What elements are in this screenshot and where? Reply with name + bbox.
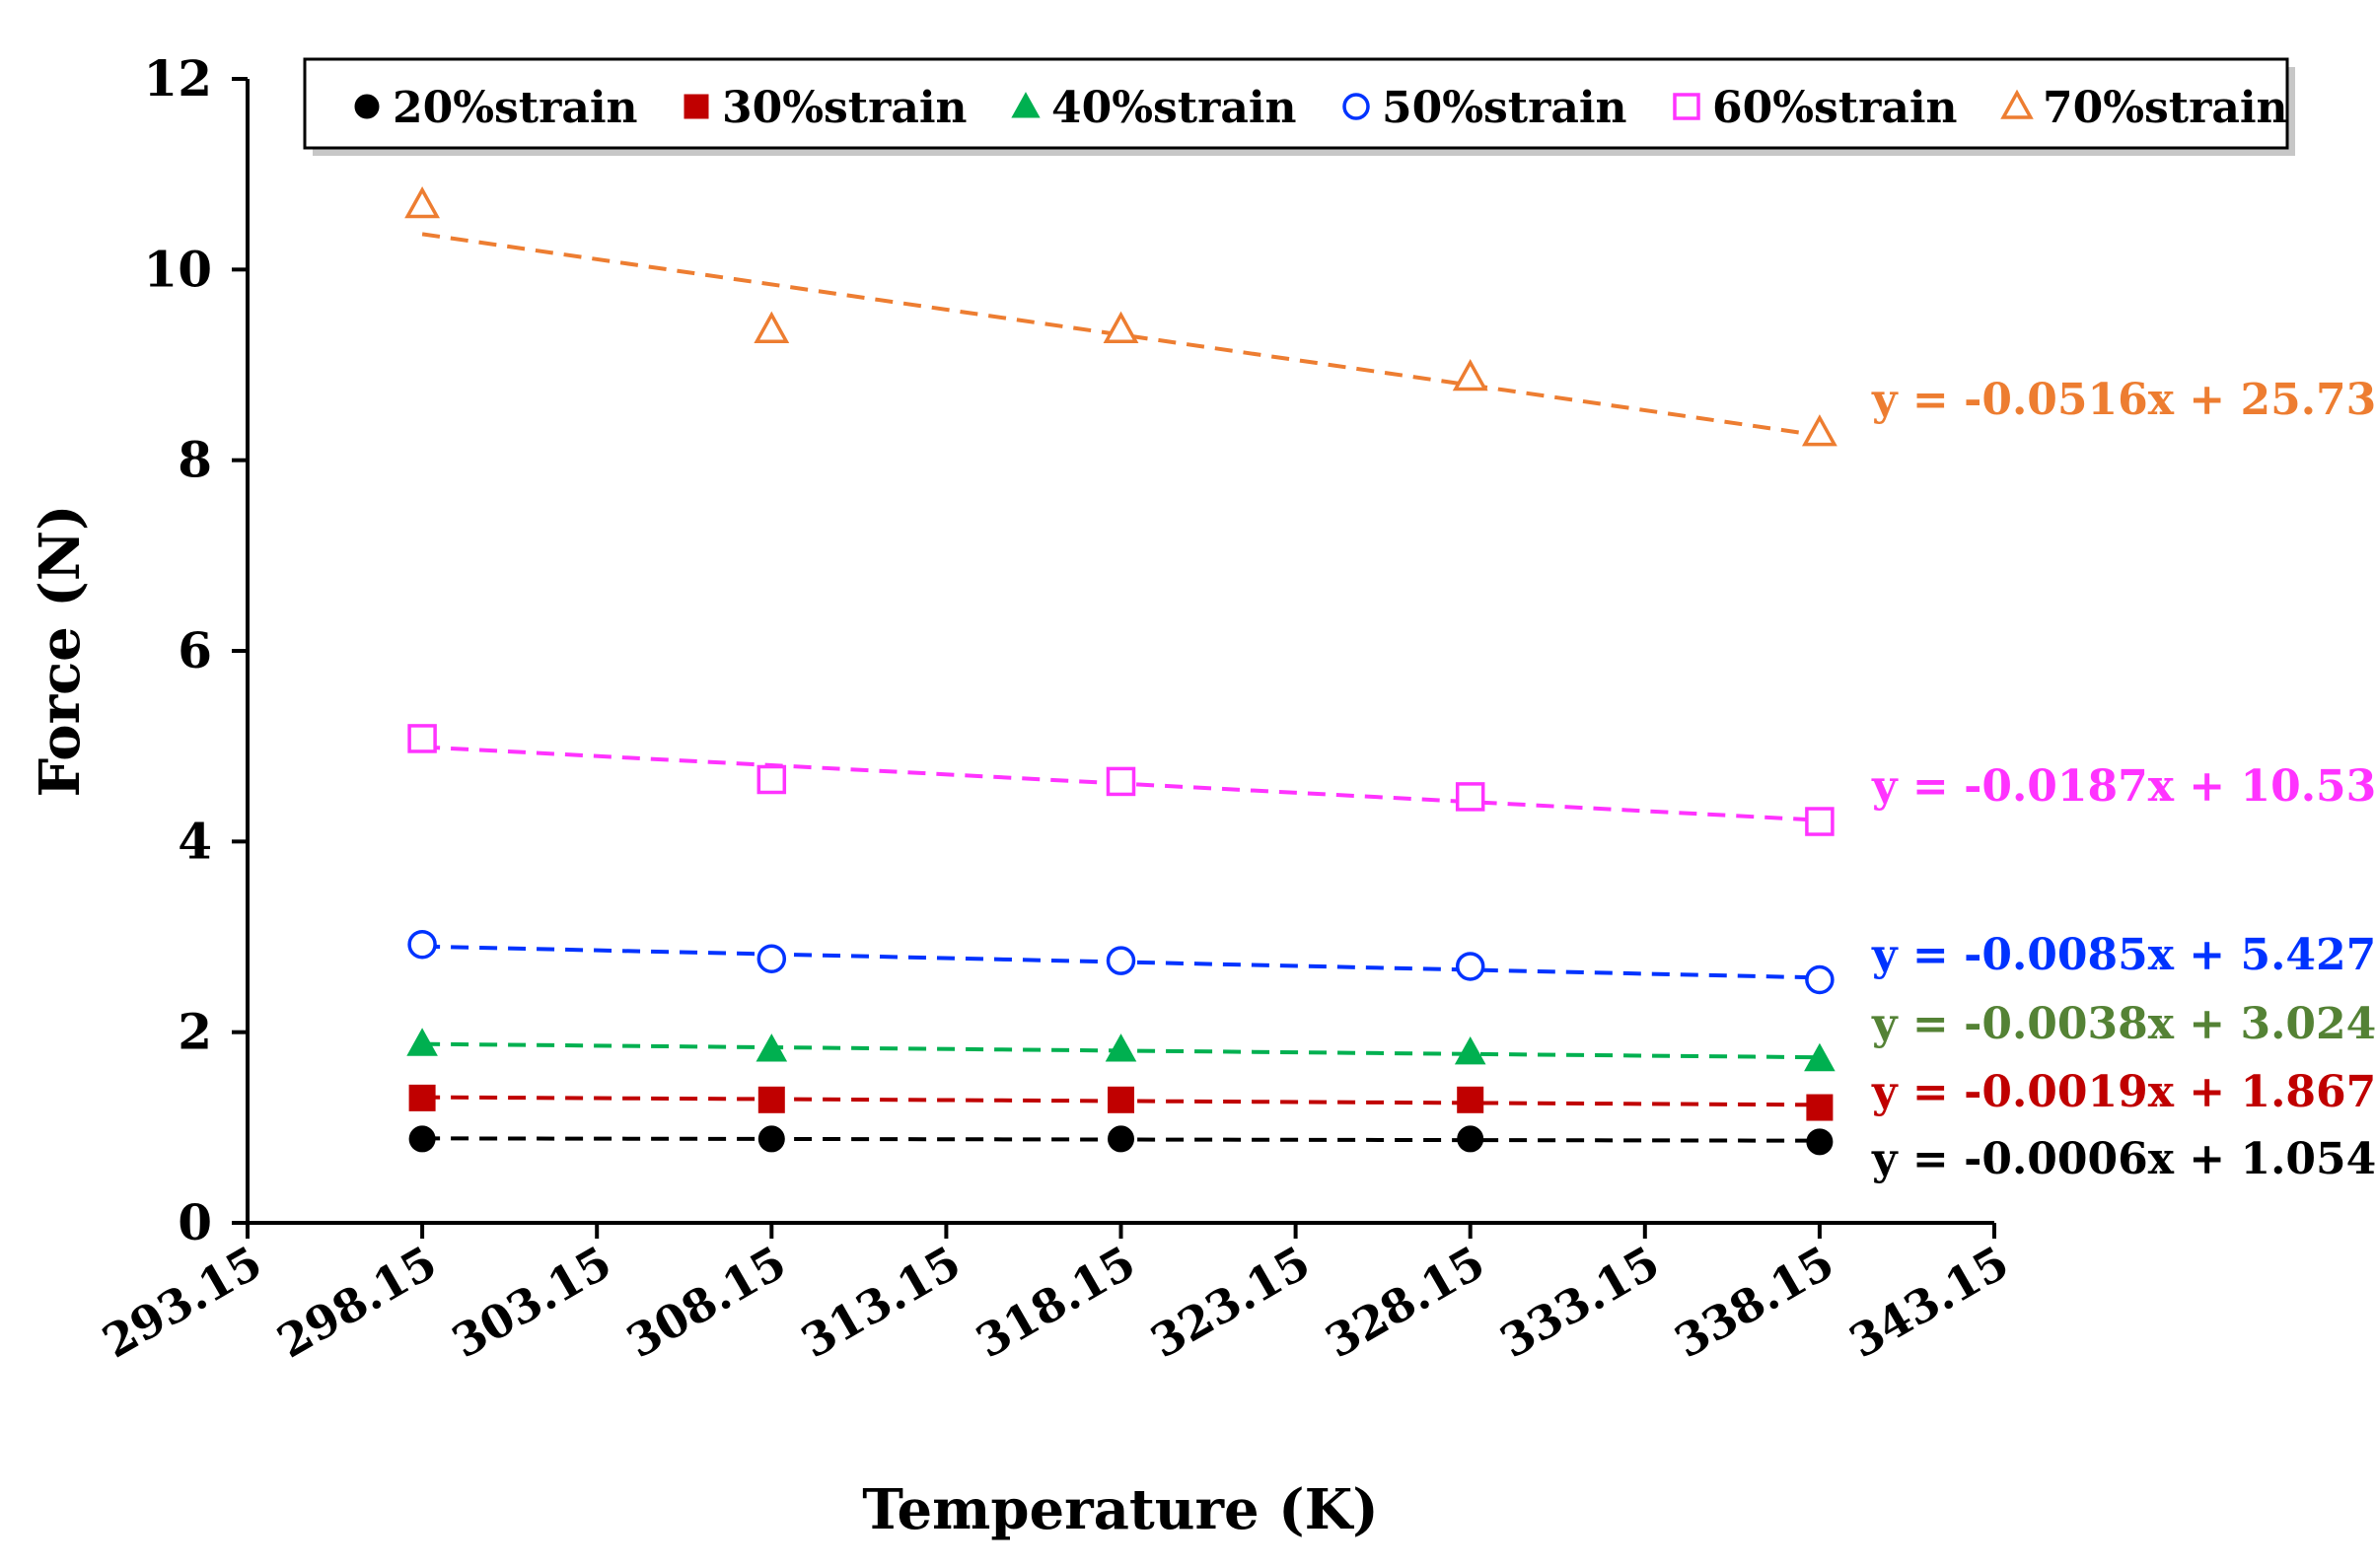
x-axis-title: Temperature (K) [862,1477,1379,1542]
y-tick-label: 12 [143,49,212,107]
trendline-equation: y = -0.0006x + 1.0548 [1871,1134,2376,1184]
data-point [1108,1086,1134,1113]
data-point [1105,1033,1137,1062]
data-point [757,1086,785,1113]
data-point [1806,1094,1834,1121]
data-point [407,724,437,753]
legend-box [303,57,2289,150]
y-tick-label: 4 [178,812,212,870]
trendlines [421,232,1821,1143]
data-point [756,944,787,973]
y-tick-label: 2 [178,1003,212,1061]
data-point [754,311,790,343]
x-ticks: 293.15298.15303.15308.15313.15318.15323.… [94,1223,2018,1369]
x-tick-label: 323.15 [1142,1236,1319,1369]
legend-marker [684,94,709,119]
legend-marker [1342,93,1370,120]
legend-marker [1673,93,1700,120]
data-points [404,186,1837,1156]
legend-label: 70%strain [2043,83,2288,133]
trendline-equation: y = -0.0019x + 1.8673 [1871,1067,2376,1117]
legend: 20%strain 30%strain 40%strain 50%strain 60%s… [303,57,2295,156]
legend-marker [1011,92,1041,118]
y-axis-title: Force (N) [28,505,93,798]
trendline-equation: y = -0.0038x + 3.0241 [1871,999,2376,1049]
data-point [406,1028,438,1056]
x-tick-label: 333.15 [1491,1236,1668,1369]
data-point [408,1084,436,1111]
x-tick-label: 313.15 [792,1236,969,1369]
data-point [1457,1086,1484,1113]
x-tick-label: 328.15 [1317,1236,1493,1369]
y-tick-label: 0 [178,1193,212,1251]
data-point [1806,1128,1834,1156]
x-tick-label: 303.15 [443,1236,619,1369]
data-point [408,1125,436,1153]
legend-label: 40%strain [1051,83,1297,133]
y-tick-label: 10 [143,240,212,298]
data-point [1457,1125,1484,1153]
x-tick-label: 343.15 [1840,1236,2017,1369]
data-point [1804,1042,1836,1072]
trendline-equation: y = -0.0187x + 10.537 [1871,761,2376,812]
data-point [1801,414,1837,447]
data-point [1108,1125,1134,1153]
trendline-equation: y = -0.0516x + 25.732 [1871,375,2376,425]
x-tick-label: 308.15 [617,1236,794,1369]
data-point [757,1125,785,1153]
data-point [1103,311,1139,343]
data-point [756,764,787,795]
legend-label: 20%strain [393,83,638,133]
trendline-70-strain [421,232,1821,438]
data-point [1805,964,1835,995]
data-point [1805,807,1835,836]
y-ticks: 0 2 4 6 8 10 12 [143,49,248,1251]
legend-label: 60%strain [1712,83,1958,133]
data-point [1455,952,1485,981]
trendline-equations: y = -0.0006x + 1.0548 y = -0.0019x + 1.86… [1871,375,2376,1184]
y-tick-label: 8 [178,431,212,489]
data-point [1455,782,1485,812]
legend-marker [2000,89,2034,119]
data-point [404,186,441,219]
legend-marker [354,94,380,119]
data-point [1106,766,1136,797]
data-point [1454,1035,1486,1065]
data-point [1452,359,1488,392]
x-tick-label: 318.15 [968,1236,1144,1369]
x-tick-label: 293.15 [94,1236,270,1369]
y-tick-label: 6 [178,621,212,679]
data-point [407,929,437,960]
x-tick-label: 298.15 [268,1236,445,1369]
legend-label: 50%strain [1382,83,1627,133]
data-point [756,1033,788,1062]
x-tick-label: 338.15 [1666,1236,1842,1369]
data-point [1106,946,1136,975]
legend-label: 30%strain [722,83,968,133]
trendline-equation: y = -0.0085x + 5.4275 [1871,930,2376,980]
